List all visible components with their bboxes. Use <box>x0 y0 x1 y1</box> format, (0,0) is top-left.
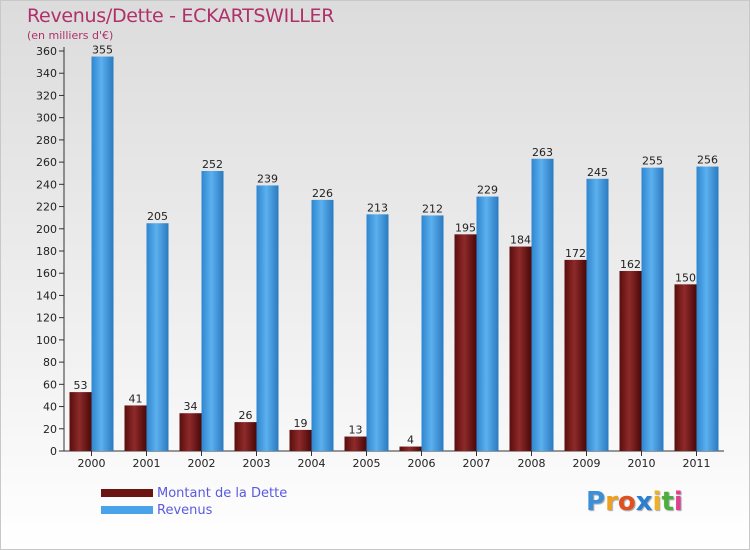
chart-subtitle: (en milliers d'€) <box>27 29 114 42</box>
data-label: 213 <box>367 201 388 214</box>
data-label: 53 <box>74 379 88 392</box>
logo-letter: o <box>617 487 636 517</box>
data-label: 41 <box>129 392 143 405</box>
bar-revenus <box>256 185 279 451</box>
logo-letter: x <box>635 487 653 517</box>
data-label: 184 <box>510 234 531 247</box>
bar-dette <box>289 429 312 451</box>
data-labels: 53 355 41 205 34 252 26 239 19 226 13 213 4 212 195 229… <box>74 44 719 447</box>
y-tick-label: 20 <box>43 423 57 436</box>
legend-label-revenus: Revenus <box>157 503 213 518</box>
y-tick-label: 140 <box>36 289 57 302</box>
x-tick-label: 2011 <box>683 457 711 470</box>
bar-dette <box>674 284 697 451</box>
bar-dette <box>69 392 92 451</box>
data-label: 13 <box>349 424 363 437</box>
logo-letter: r <box>605 487 618 517</box>
data-label: 252 <box>202 158 223 171</box>
x-tick-label: 2001 <box>133 457 161 470</box>
bar-dette <box>124 405 147 451</box>
x-tick-label: 2004 <box>298 457 326 470</box>
x-tick-label: 2003 <box>243 457 271 470</box>
data-label: 229 <box>477 184 498 197</box>
logo-letter: t <box>661 487 674 517</box>
bar-dette <box>344 436 367 451</box>
y-tick-label: 200 <box>36 223 57 236</box>
y-tick-label: 300 <box>36 112 57 125</box>
y-tick-label: 340 <box>36 67 57 80</box>
data-label: 255 <box>642 155 663 168</box>
y-tick-label: 260 <box>36 156 57 169</box>
y-tick-label: 60 <box>43 378 57 391</box>
bar-dette <box>399 446 422 451</box>
bar-revenus <box>476 196 499 451</box>
bar-revenus <box>586 178 609 451</box>
data-label: 162 <box>620 258 641 271</box>
y-tick-label: 100 <box>36 334 57 347</box>
x-tick-label: 2007 <box>463 457 491 470</box>
chart-title: Revenus/Dette - ECKARTSWILLER <box>27 5 335 27</box>
bars <box>69 56 719 452</box>
x-tick-label: 2005 <box>353 457 381 470</box>
bar-revenus <box>91 56 114 452</box>
bar-revenus <box>531 158 554 451</box>
legend-label-debt: Montant de la Dette <box>157 486 288 501</box>
data-label: 239 <box>257 172 278 185</box>
y-tick-label: 320 <box>36 89 57 102</box>
logo-letter: P <box>586 487 606 517</box>
legend-swatch-debt <box>101 489 153 497</box>
proxiti-logo: Proxiti <box>586 487 683 517</box>
data-label: 245 <box>587 166 608 179</box>
data-label: 26 <box>239 409 253 422</box>
y-tick-label: 160 <box>36 267 57 280</box>
bar-dette <box>619 271 642 451</box>
axes: 0 20 40 60 80 100 120 140 160 180 200 220 240 260 280 3… <box>36 45 724 470</box>
data-label: 226 <box>312 187 333 200</box>
data-label: 19 <box>294 417 308 430</box>
bar-dette <box>509 246 532 451</box>
x-tick-label: 2000 <box>78 457 106 470</box>
y-tick-label: 360 <box>36 45 57 58</box>
x-tick-label: 2010 <box>628 457 656 470</box>
bar-revenus <box>421 215 444 451</box>
x-tick-label: 2009 <box>573 457 601 470</box>
data-label: 205 <box>147 210 168 223</box>
data-label: 212 <box>422 202 443 215</box>
bar-revenus <box>641 167 664 451</box>
bar-revenus <box>696 166 719 452</box>
bar-revenus <box>311 199 334 451</box>
bar-dette <box>179 413 202 451</box>
bar-revenus <box>366 214 389 451</box>
bar-dette <box>234 422 257 451</box>
y-tick-label: 0 <box>50 445 57 458</box>
y-tick-label: 80 <box>43 356 57 369</box>
y-tick-label: 180 <box>36 245 57 258</box>
bar-dette <box>454 234 477 451</box>
data-label: 263 <box>532 146 553 159</box>
bar-chart: 0 20 40 60 80 100 120 140 160 180 200 220 240 260 280 3… <box>36 44 724 470</box>
x-tick-label: 2006 <box>408 457 436 470</box>
data-label: 150 <box>675 271 696 284</box>
y-tick-label: 120 <box>36 312 57 325</box>
data-label: 172 <box>565 247 586 260</box>
bar-revenus <box>201 171 224 451</box>
bar-dette <box>564 259 587 451</box>
data-label: 4 <box>407 434 414 447</box>
x-tick-label: 2008 <box>518 457 546 470</box>
data-label: 34 <box>184 400 198 413</box>
logo-letter: i <box>673 487 683 517</box>
data-label: 355 <box>92 44 113 57</box>
data-label: 256 <box>697 154 718 167</box>
y-tick-label: 40 <box>43 401 57 414</box>
x-tick-label: 2002 <box>188 457 216 470</box>
logo-letter: i <box>652 487 662 517</box>
bar-revenus <box>146 223 169 451</box>
y-tick-label: 220 <box>36 201 57 214</box>
data-label: 195 <box>455 221 476 234</box>
y-tick-label: 240 <box>36 178 57 191</box>
y-tick-label: 280 <box>36 134 57 147</box>
legend-swatch-revenus <box>101 506 153 514</box>
